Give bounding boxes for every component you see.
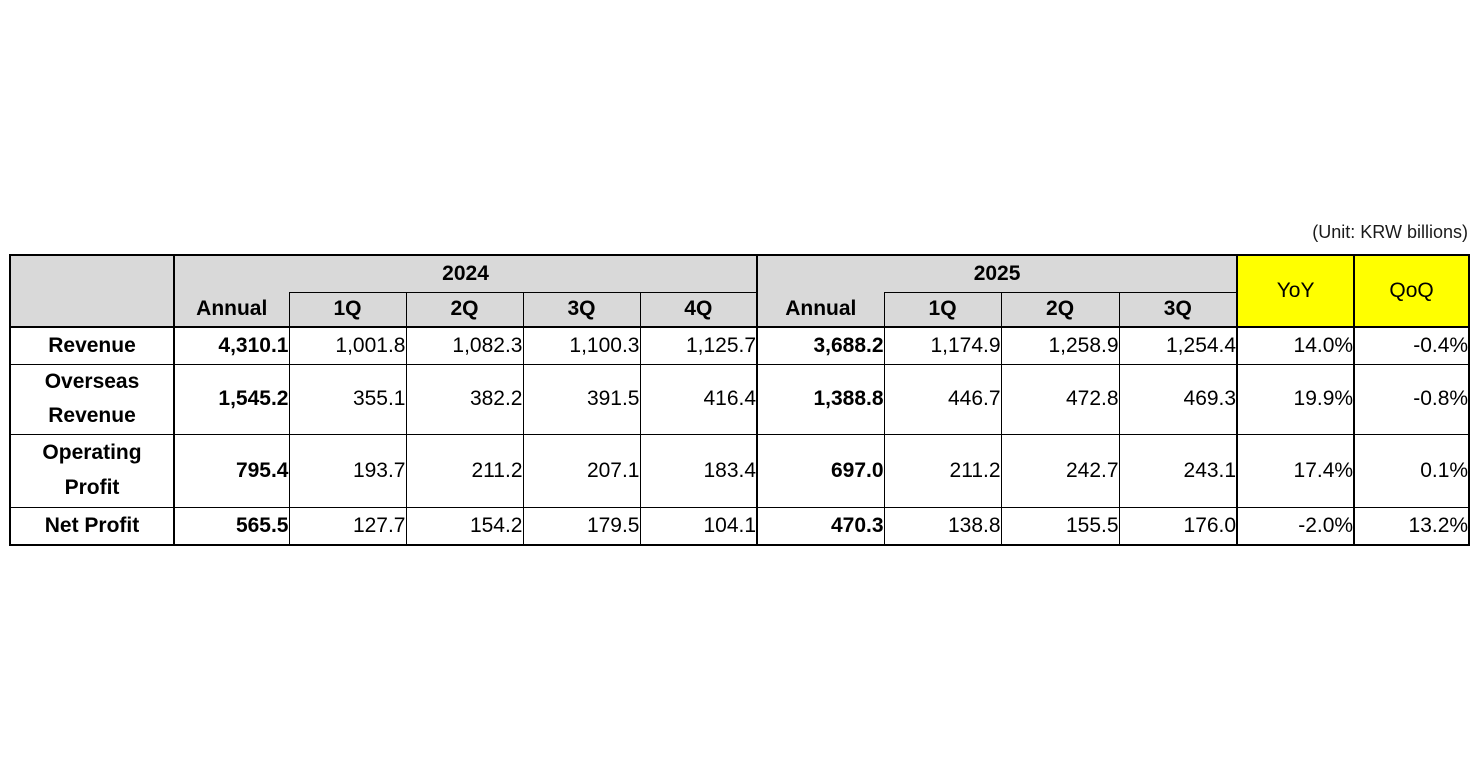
value-cell: 1,125.7	[639, 326, 758, 365]
value-cell: 446.7	[883, 363, 1002, 435]
yoy-cell: 19.9%	[1236, 363, 1355, 435]
value-cell: 1,388.8	[756, 363, 885, 435]
value-cell: 207.1	[522, 433, 641, 508]
col-2024-annual: Annual	[173, 292, 290, 328]
value-cell: 176.0	[1118, 506, 1238, 546]
value-cell: 179.5	[522, 506, 641, 546]
value-cell: 1,082.3	[405, 326, 524, 365]
col-2025-1q: 1Q	[883, 291, 1002, 328]
value-cell: 469.3	[1118, 363, 1238, 435]
value-cell: 4,310.1	[173, 326, 290, 365]
row-label: Overseas Revenue	[9, 363, 175, 435]
value-cell: 154.2	[405, 506, 524, 546]
value-cell: 391.5	[522, 363, 641, 435]
table-row-net-profit: Net Profit 565.5 127.7 154.2 179.5 104.1…	[9, 506, 1470, 546]
col-2025-annual: Annual	[756, 292, 885, 328]
value-cell: 1,001.8	[288, 326, 407, 365]
yoy-cell: 14.0%	[1236, 326, 1355, 365]
value-cell: 104.1	[639, 506, 758, 546]
value-cell: 183.4	[639, 433, 758, 508]
financial-results-table: 2024 2025 YoY QoQ Annual 1Q 2Q 3Q 4Q Ann…	[9, 254, 1471, 546]
col-2024-1q: 1Q	[288, 291, 407, 328]
qoq-cell: 13.2%	[1353, 506, 1470, 546]
table-row-revenue: Revenue 4,310.1 1,001.8 1,082.3 1,100.3 …	[9, 326, 1470, 365]
value-cell: 242.7	[1000, 433, 1120, 508]
col-2024-3q: 3Q	[522, 291, 641, 328]
value-cell: 1,258.9	[1000, 326, 1120, 365]
value-cell: 795.4	[173, 433, 290, 508]
value-cell: 211.2	[883, 433, 1002, 508]
qoq-cell: -0.8%	[1353, 363, 1470, 435]
value-cell: 1,174.9	[883, 326, 1002, 365]
value-cell: 565.5	[173, 506, 290, 546]
year-header-row: 2024 2025 YoY QoQ	[9, 254, 1470, 328]
value-cell: 138.8	[883, 506, 1002, 546]
value-cell: 697.0	[756, 433, 885, 508]
year-2024-header: 2024	[172, 254, 758, 292]
value-cell: 155.5	[1000, 506, 1120, 546]
col-2024-2q: 2Q	[405, 291, 524, 328]
qoq-cell: -0.4%	[1353, 326, 1470, 365]
yoy-cell: -2.0%	[1236, 506, 1355, 546]
col-2024-4q: 4Q	[639, 291, 758, 328]
row-label: Revenue	[9, 326, 175, 365]
value-cell: 416.4	[639, 363, 758, 435]
unit-note: (Unit: KRW billions)	[1312, 222, 1468, 242]
value-cell: 193.7	[288, 433, 407, 508]
value-cell: 1,545.2	[173, 363, 290, 435]
yoy-cell: 17.4%	[1236, 433, 1355, 508]
row-label: Operating Profit	[9, 433, 175, 508]
qoq-cell: 0.1%	[1353, 433, 1470, 508]
qoq-header: QoQ	[1353, 254, 1470, 328]
corner-cell	[9, 254, 175, 328]
value-cell: 1,100.3	[522, 326, 641, 365]
value-cell: 472.8	[1000, 363, 1120, 435]
table-row-operating-profit: Operating Profit 795.4 193.7 211.2 207.1…	[9, 433, 1470, 508]
table-row-overseas-revenue: Overseas Revenue 1,545.2 355.1 382.2 391…	[9, 363, 1470, 435]
value-cell: 355.1	[288, 363, 407, 435]
value-cell: 470.3	[756, 506, 885, 546]
value-cell: 211.2	[405, 433, 524, 508]
year-2025-header: 2025	[756, 254, 1238, 292]
value-cell: 1,254.4	[1118, 326, 1238, 365]
results-sheet: (Unit: KRW billions) 2024 2025 YoY QoQ	[9, 219, 1471, 546]
value-cell: 127.7	[288, 506, 407, 546]
value-cell: 243.1	[1118, 433, 1238, 508]
value-cell: 3,688.2	[756, 326, 885, 365]
col-2025-3q: 3Q	[1118, 291, 1238, 328]
yoy-header: YoY	[1236, 254, 1355, 328]
value-cell: 382.2	[405, 363, 524, 435]
row-label: Net Profit	[9, 506, 175, 546]
col-2025-2q: 2Q	[1000, 291, 1120, 328]
